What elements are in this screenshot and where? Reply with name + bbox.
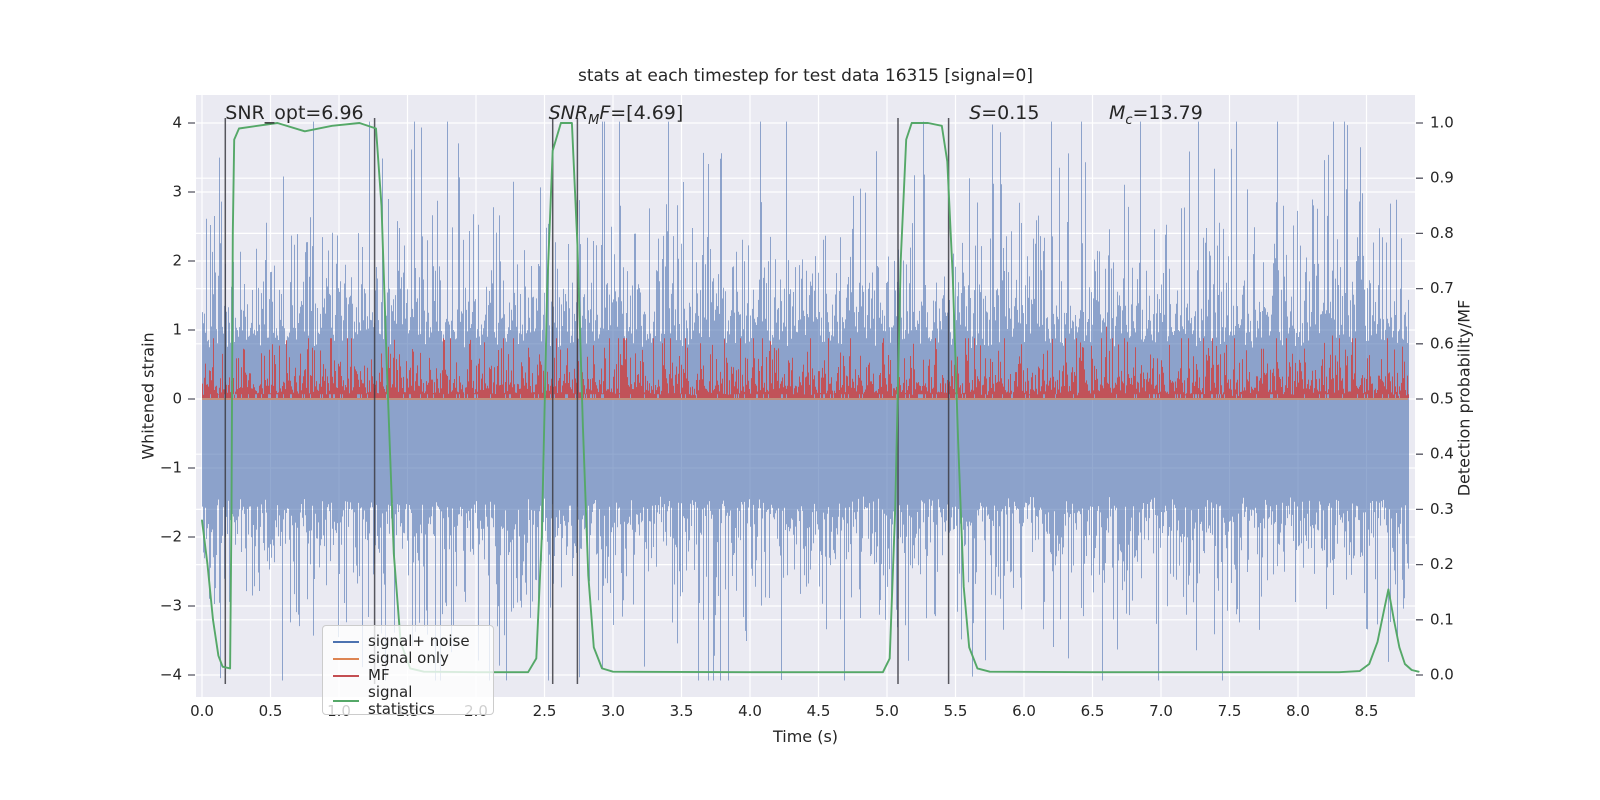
svg-text:4.5: 4.5 [807,702,831,720]
annotation-text: F [599,102,611,124]
svg-text:2: 2 [172,252,182,270]
annotation-text: =[4.69] [610,102,684,124]
svg-text:3.5: 3.5 [670,702,694,720]
svg-text:0.6: 0.6 [1430,334,1454,352]
svg-text:0.1: 0.1 [1430,610,1454,628]
legend: signal+ noise signal only MF signal stat… [322,625,494,718]
svg-text:8.0: 8.0 [1286,702,1310,720]
svg-text:0: 0 [172,390,182,408]
svg-text:0.7: 0.7 [1430,279,1454,297]
svg-text:5.5: 5.5 [944,702,968,720]
legend-label: signal only [368,649,449,667]
annotation-text: SNR [548,102,589,124]
legend-item-signal-noise: signal+ noise [333,633,483,650]
annotation-text: =0.15 [981,102,1040,124]
annotation-text: M [588,113,600,128]
svg-text:4: 4 [172,114,182,132]
annotation-text: c [1125,113,1133,128]
legend-item-signal-only: signal only [333,650,483,667]
svg-text:0.2: 0.2 [1430,555,1454,573]
legend-line-signal-only [333,657,359,660]
legend-label: signal statistics [368,683,435,718]
svg-text:8.5: 8.5 [1355,702,1379,720]
annotation-text: S [969,102,982,124]
svg-text:−2: −2 [160,528,182,546]
x-axis-label: Time (s) [772,727,839,746]
legend-item-signal-statistics: signal statistics [333,684,483,718]
svg-text:0.0: 0.0 [190,702,214,720]
svg-text:0.5: 0.5 [259,702,283,720]
chart-title: stats at each timestep for test data 163… [578,66,1033,86]
annotation-s-value: S=0.15 [969,102,1039,124]
annotation-text: SNR_opt=6.96 [225,102,364,124]
y-axis-label-left: Whitened strain [138,332,158,460]
svg-text:4.0: 4.0 [738,702,762,720]
legend-label: signal+ noise [368,632,470,650]
svg-text:0.5: 0.5 [1430,390,1454,408]
annotation-text: =13.79 [1132,102,1203,124]
svg-text:6.0: 6.0 [1012,702,1036,720]
legend-item-mf: MF [333,667,483,684]
annotation-snr-mf: SNRMF=[4.69] [548,102,684,128]
svg-text:−1: −1 [160,459,182,477]
svg-text:7.0: 7.0 [1149,702,1173,720]
svg-text:0.9: 0.9 [1430,169,1454,187]
legend-line-mf [333,674,359,677]
svg-text:0.3: 0.3 [1430,500,1454,518]
svg-text:3.0: 3.0 [601,702,625,720]
y-axis-label-right: Detection probability/MF [1454,299,1474,497]
svg-text:1: 1 [172,321,182,339]
annotation-snr-opt: SNR_opt=6.96 [225,102,363,124]
annotation-m-chirp: Mc=13.79 [1108,102,1203,128]
svg-text:3: 3 [172,183,182,201]
svg-text:0.0: 0.0 [1430,666,1454,684]
svg-text:1.0: 1.0 [1430,114,1454,132]
legend-line-signal-statistics [333,700,359,702]
svg-text:−3: −3 [160,597,182,615]
svg-text:−4: −4 [160,666,182,684]
svg-text:0.8: 0.8 [1430,224,1454,242]
legend-line-signal-noise [333,640,359,643]
svg-text:2.5: 2.5 [533,702,557,720]
svg-text:7.5: 7.5 [1218,702,1242,720]
svg-text:0.4: 0.4 [1430,445,1454,463]
svg-text:6.5: 6.5 [1081,702,1105,720]
annotation-text: M [1108,102,1126,124]
svg-text:5.0: 5.0 [875,702,899,720]
legend-label: MF [368,666,390,684]
